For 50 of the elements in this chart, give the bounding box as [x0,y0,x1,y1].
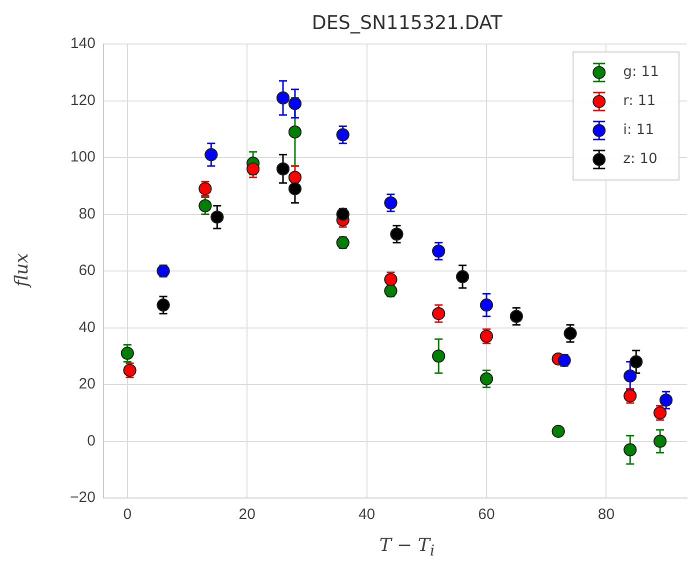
point [630,355,643,368]
x-axis-title: T − T$_{i}$ [378,535,436,560]
legend-label: g: 11 [623,64,660,80]
point [384,196,398,210]
point [624,443,637,456]
point [276,162,290,176]
legend-label: z: 10 [623,151,658,168]
y-tick-label: 120 [70,92,96,109]
y-tick-label: 60 [78,262,96,280]
point [510,310,523,323]
point [120,346,134,360]
x-tick-label: 80 [598,506,615,524]
point [456,270,470,284]
point [660,394,673,407]
point [390,228,404,241]
y-tick-label: 140 [70,35,96,52]
point [654,434,667,448]
point [288,182,302,196]
point [432,244,446,258]
point [480,298,493,312]
point [336,128,350,142]
point [480,372,493,386]
point [276,91,290,104]
point [198,199,212,212]
y-tick-label: 0 [87,432,96,450]
x-tick-label: 0 [123,506,132,524]
point [204,148,218,162]
legend-label: i: 11 [623,122,654,138]
y-tick-label: 80 [78,205,96,222]
point [246,162,260,176]
point [156,298,170,312]
point [288,170,302,184]
y-tick-label: 20 [78,376,96,393]
point [432,350,446,363]
x-tick-label: 60 [478,506,495,524]
legend-label: r: 11 [623,93,656,110]
y-tick-label: −20 [70,489,96,506]
point [288,125,302,138]
point [432,307,446,320]
point [564,326,577,340]
y-tick-label: 100 [70,148,96,166]
point [288,97,302,110]
y-tick-label: 40 [78,318,96,336]
point [552,424,565,438]
x-tick-label: 40 [358,506,376,524]
y-axis-title: flux [12,253,32,287]
chart-title: DES_SN115321.DAT [310,12,504,34]
point [210,210,224,224]
point [624,369,637,382]
x-tick-label: 20 [238,506,256,524]
